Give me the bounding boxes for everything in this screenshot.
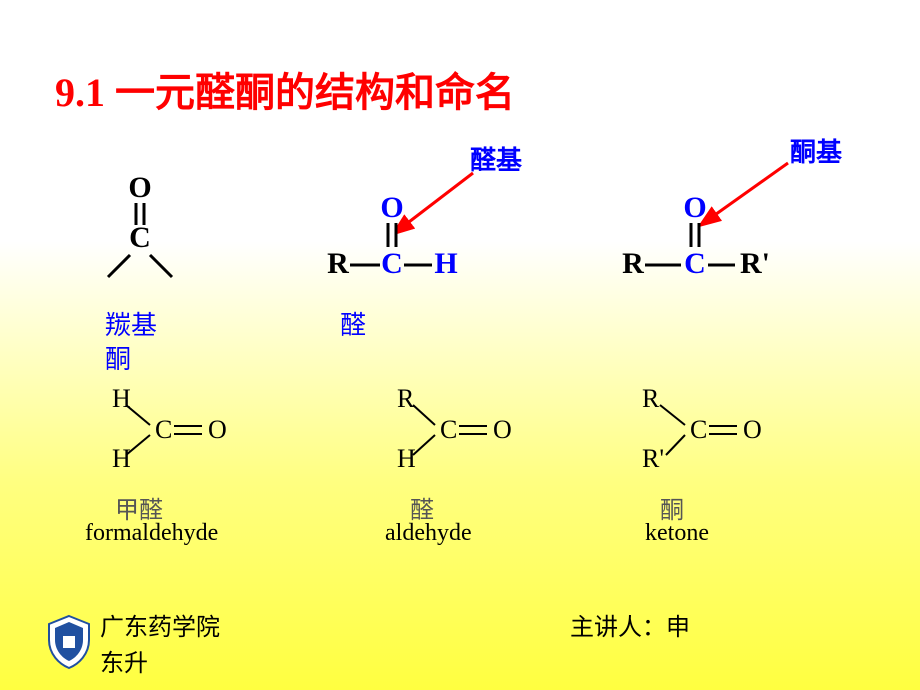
university-name: 广东药学院: [100, 607, 220, 642]
atom-r: R: [327, 247, 349, 280]
atom-r: R: [622, 247, 644, 280]
atom-h: H: [397, 444, 416, 473]
structure-ketone: O R C R': [615, 195, 795, 300]
label-aldehyde-short: 醛: [340, 305, 366, 342]
atom-c: C: [155, 415, 172, 444]
university-logo-icon: [45, 614, 93, 670]
atom-rprime: R': [740, 247, 770, 280]
atom-c: C: [381, 247, 403, 280]
atom-o: O: [380, 195, 403, 224]
atom-r: R: [642, 385, 660, 413]
structure-aldehyde: O R C H: [320, 195, 480, 300]
atom-o: O: [683, 195, 706, 224]
atom-c: C: [129, 221, 151, 254]
page-title: 9.1 一元醛酮的结构和命名: [55, 60, 515, 118]
atom-o: O: [743, 415, 762, 444]
structure-aldehyde-2: R H C O: [385, 385, 525, 480]
atom-c: C: [684, 247, 706, 280]
university-name-2: 东升: [100, 643, 148, 678]
atom-h: H: [434, 247, 457, 280]
structure-carbonyl: O C: [100, 175, 200, 290]
structure-row-1: O C O R C H O R C R': [0, 175, 920, 305]
lecturer-name: 主讲人：申: [570, 607, 690, 642]
label-ketone-short: 酮: [105, 339, 131, 376]
caption-aldehyde-en: aldehyde: [385, 520, 472, 547]
structure-ketone-2: R R' C O: [630, 385, 780, 480]
structure-row-3: H H C O R H C O R R' C: [0, 385, 920, 485]
footer: 广东药学院 东升 主讲人：申: [0, 590, 920, 670]
atom-r: R: [397, 385, 415, 413]
atom-o: O: [128, 175, 151, 204]
atom-o: O: [208, 415, 227, 444]
atom-rprime: R': [642, 444, 664, 473]
atom-c: C: [440, 415, 457, 444]
caption-ketone-en: ketone: [645, 520, 709, 547]
atom-h-bot: H: [112, 444, 131, 473]
atom-c: C: [690, 415, 707, 444]
label-carbonyl: 羰基: [105, 305, 157, 342]
caption-formaldehyde-en: formaldehyde: [85, 520, 218, 547]
atom-o: O: [493, 415, 512, 444]
structure-formaldehyde: H H C O: [100, 385, 240, 480]
atom-h-top: H: [112, 385, 131, 413]
